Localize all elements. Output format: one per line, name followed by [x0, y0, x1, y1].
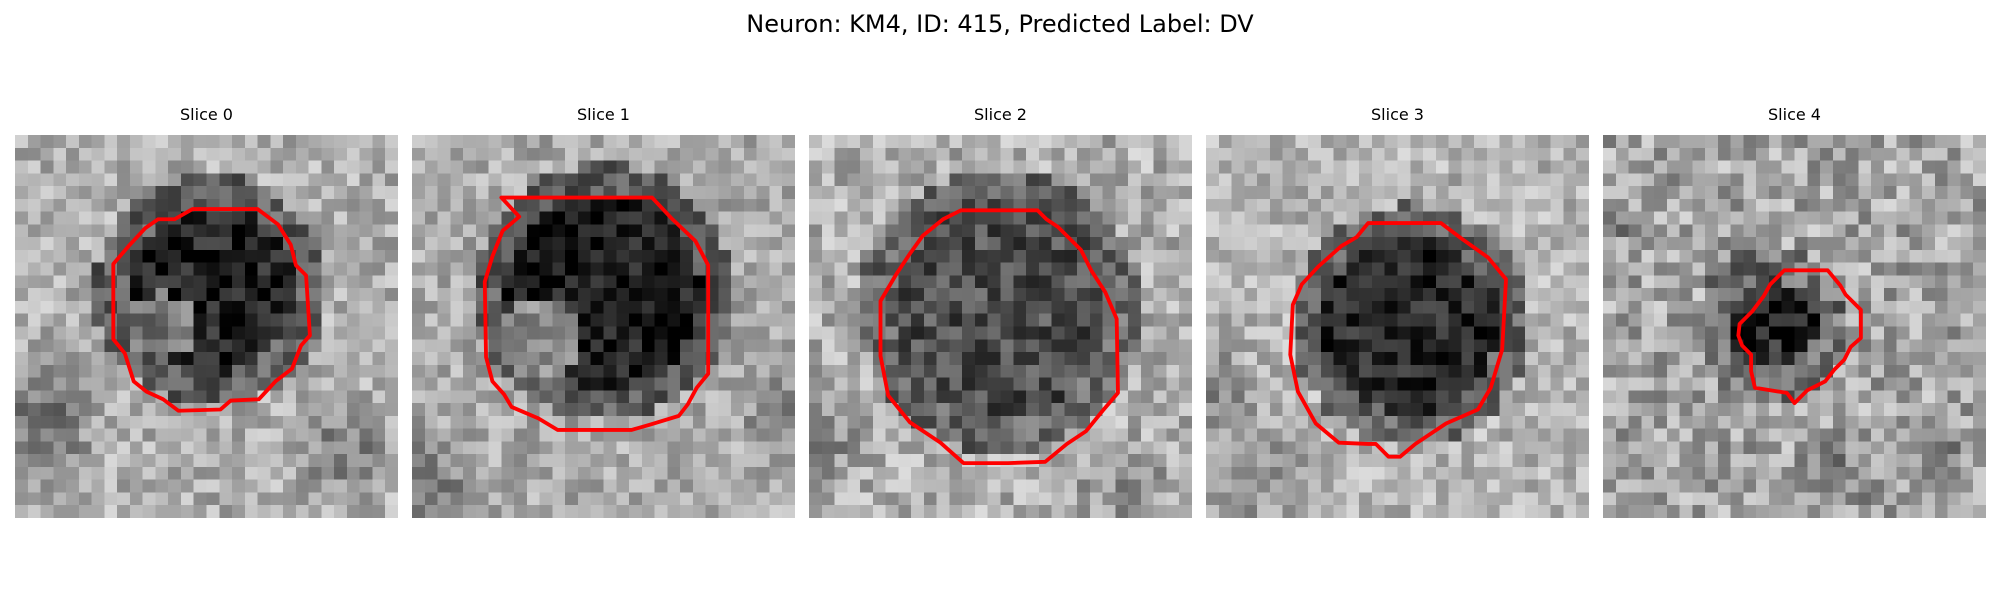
- slice-panel-0: Slice 0: [15, 105, 398, 518]
- segmentation-contour-4: [1736, 268, 1863, 406]
- slice-pixel-grid-2: [809, 135, 1192, 518]
- slice-pixel-grid-3: [1206, 135, 1589, 518]
- slice-image-2: [809, 135, 1192, 518]
- segmentation-contour-3: [1288, 221, 1508, 459]
- segmentation-contour-0: [111, 207, 312, 413]
- slice-title-2: Slice 2: [974, 105, 1027, 124]
- slice-image-3: [1206, 135, 1589, 518]
- slice-pixel-grid-0: [15, 135, 398, 518]
- slice-panel-1: Slice 1: [412, 105, 795, 518]
- slice-pixel-grid-1: [412, 135, 795, 518]
- slice-title-3: Slice 3: [1371, 105, 1424, 124]
- slice-image-4: [1603, 135, 1986, 518]
- segmentation-contour-1: [482, 195, 711, 432]
- slice-pixel-grid-4: [1603, 135, 1986, 518]
- slice-title-1: Slice 1: [577, 105, 630, 124]
- slice-image-0: [15, 135, 398, 518]
- slice-title-0: Slice 0: [180, 105, 233, 124]
- figure-title: Neuron: KM4, ID: 415, Predicted Label: D…: [746, 10, 1254, 38]
- slice-panel-4: Slice 4: [1603, 105, 1986, 518]
- slice-title-4: Slice 4: [1768, 105, 1821, 124]
- slice-panel-2: Slice 2: [809, 105, 1192, 518]
- slice-panel-3: Slice 3: [1206, 105, 1589, 518]
- slice-image-1: [412, 135, 795, 518]
- segmentation-contour-2: [878, 208, 1120, 466]
